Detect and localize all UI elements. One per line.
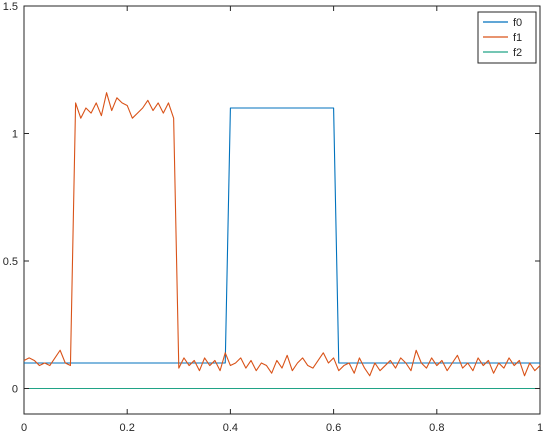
y-tick-label: 1 (12, 129, 18, 141)
legend-label-f2: f2 (513, 47, 522, 59)
x-tick-label: 0.8 (429, 422, 444, 434)
x-tick-label: 0.2 (120, 422, 135, 434)
x-tick-label: 1 (537, 422, 543, 434)
x-tick-label: 0.6 (326, 422, 341, 434)
y-tick-label: 0.5 (3, 256, 18, 268)
x-tick-label: 0 (21, 422, 27, 434)
plot-area (23, 5, 541, 415)
y-tick-label: 0 (12, 384, 18, 396)
y-tick-label: 1.5 (3, 1, 18, 13)
x-tick-label: 0.4 (223, 422, 238, 434)
legend: f0 f1 f2 (477, 11, 537, 64)
series-layer (23, 92, 541, 390)
legend-label-f0: f0 (513, 17, 522, 29)
legend-label-f1: f1 (513, 32, 522, 44)
ticks-layer: 0 0.2 0.4 0.6 0.8 1 0 0.5 1 1.5 (3, 1, 543, 434)
series-line-f1 (23, 92, 541, 377)
